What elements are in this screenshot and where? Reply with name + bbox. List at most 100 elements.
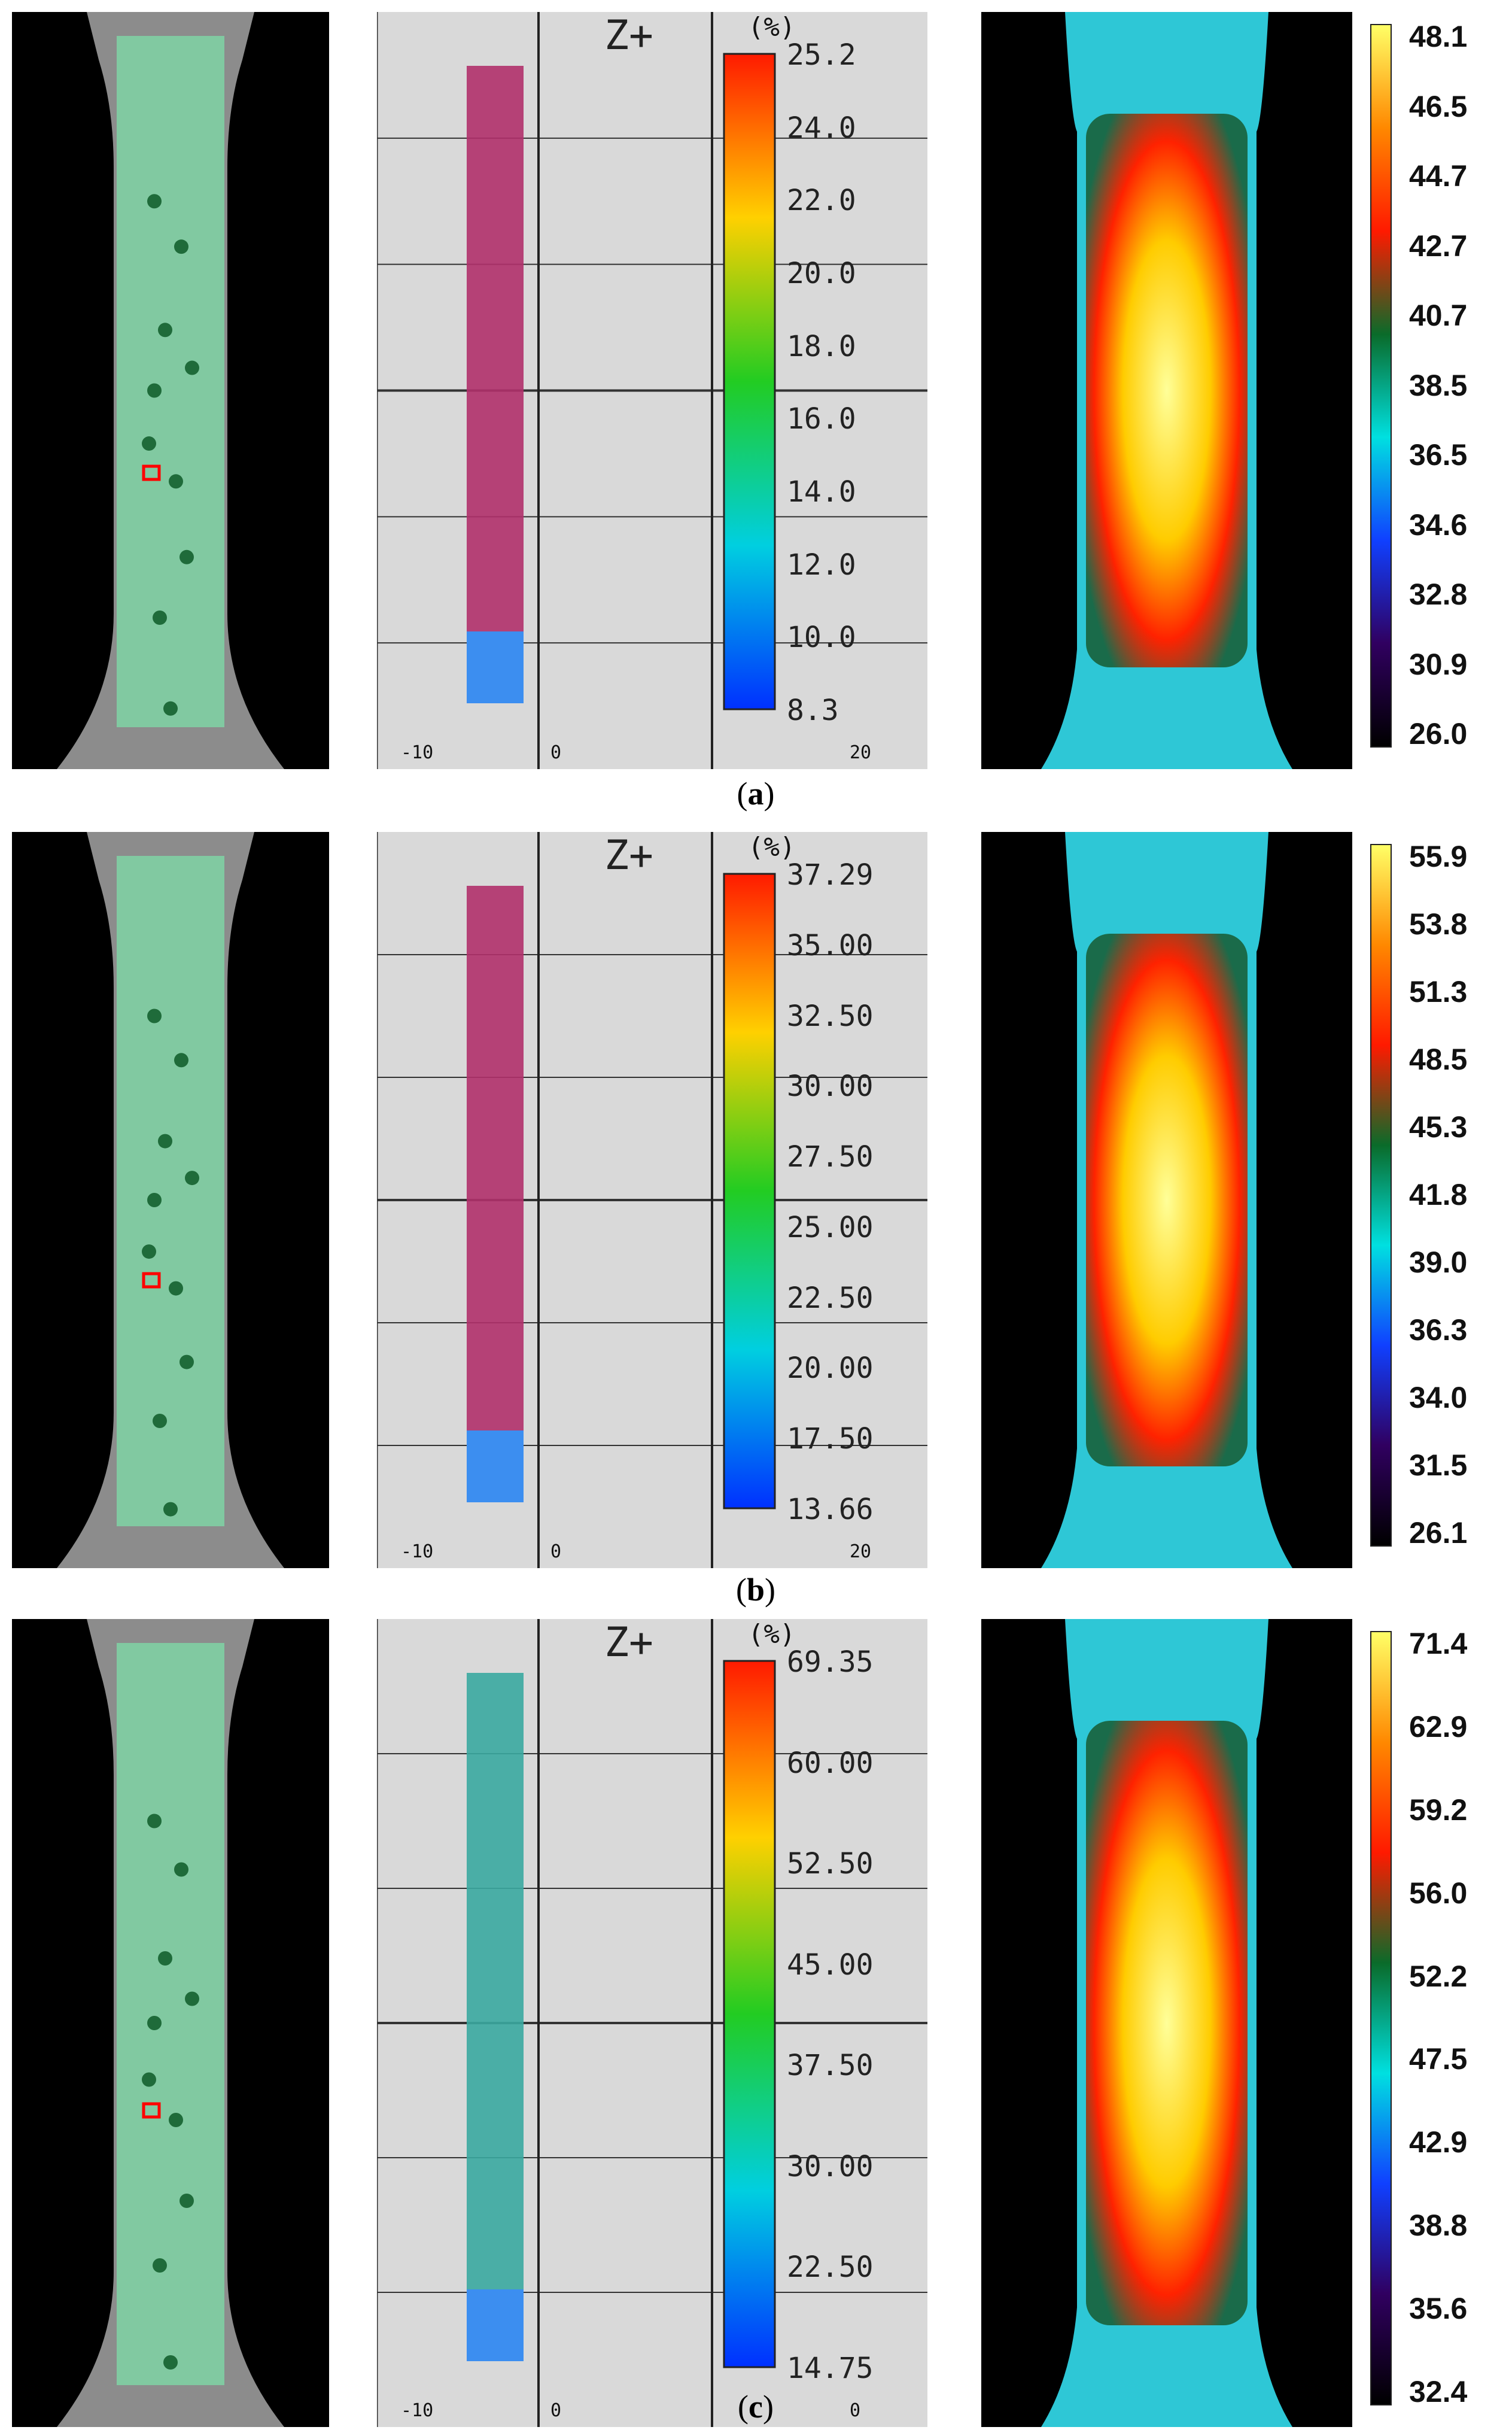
thermal-colorbar-tick: 48.5	[1409, 1043, 1468, 1076]
dic-colorbar-tick: 37.29	[787, 858, 874, 892]
thermal-svg	[1041, 832, 1292, 1568]
dic-svg	[377, 832, 927, 1568]
thermal-colorbar-tick: 39.0	[1409, 1246, 1468, 1279]
thermal-colorbar-tick: 71.4	[1409, 1627, 1468, 1660]
thermal-colorbar-tick: 36.5	[1409, 438, 1468, 472]
direction-label: Z+	[604, 832, 653, 879]
thermal-hotspot	[1086, 114, 1248, 667]
thermal-colorbar-tick: 31.5	[1409, 1448, 1468, 1482]
dic-strain-map: Z+ (%) 69.35 60.00 52.50 45.00 37.50 30.00 22.50…	[377, 1619, 927, 2427]
thermal-colorbar-tick: 44.7	[1409, 159, 1468, 193]
speckle-dot	[163, 1502, 178, 1517]
thermal-image	[981, 832, 1352, 1568]
thermal-colorbar-tick: 53.8	[1409, 907, 1468, 941]
thermal-colorbar-tick: 41.8	[1409, 1178, 1468, 1211]
strain-strip-bottom	[467, 1430, 524, 1502]
dic-colorbar-tick: 20.0	[787, 257, 856, 290]
dic-axis-tick: 20	[850, 742, 872, 763]
dic-strain-map: Z+ (%) 25.2 24.0 22.0 20.0 18.0 16.0 14.0 12.0 10.…	[377, 12, 927, 769]
strain-strip-bottom	[467, 631, 524, 703]
dic-colorbar-tick: 22.0	[787, 184, 856, 218]
thermal-svg	[1041, 1619, 1292, 2427]
thermal-hotspot	[1086, 934, 1248, 1466]
speckle-dot	[147, 194, 162, 209]
thermal-colorbar-tick: 59.2	[1409, 1793, 1468, 1827]
thermal-colorbar-tick: 34.6	[1409, 508, 1468, 542]
dic-colorbar-tick: 30.00	[787, 1070, 874, 1104]
thermal-colorbar-tick: 26.0	[1409, 717, 1468, 751]
panel-letter: b	[746, 1572, 765, 1608]
thermal-colorbar	[1370, 844, 1392, 1547]
dic-colorbar	[723, 873, 776, 1509]
thermal-colorbar-tick: 55.9	[1409, 840, 1468, 873]
unit-label: (%)	[748, 832, 796, 862]
thermal-colorbar	[1370, 24, 1392, 748]
speckle-dot	[185, 1991, 199, 2006]
dic-colorbar-tick: 69.35	[787, 1645, 874, 1679]
red-marker	[142, 464, 161, 481]
speckle-dot	[185, 360, 199, 375]
specimen-green-region	[117, 36, 224, 727]
speckle-dot	[174, 1053, 188, 1068]
strain-strip-bottom	[467, 2289, 524, 2361]
specimen-photo	[12, 1619, 329, 2427]
dic-strain-map: Z+ (%) 37.29 35.00 32.50 30.00 27.50 25.00 22.50…	[377, 832, 927, 1568]
specimen-photo-svg	[57, 12, 284, 769]
dic-colorbar-tick: 30.00	[787, 2149, 874, 2183]
dic-colorbar-tick: 10.0	[787, 621, 856, 655]
thermal-colorbar-tick: 34.0	[1409, 1381, 1468, 1414]
dic-colorbar-tick: 14.0	[787, 475, 856, 509]
thermal-colorbar-tick: 32.4	[1409, 2375, 1468, 2408]
speckle-dot	[163, 701, 178, 716]
direction-label: Z+	[604, 12, 653, 59]
dic-colorbar-tick: 32.50	[787, 999, 874, 1033]
dic-svg	[377, 12, 927, 769]
dic-colorbar-tick: 25.00	[787, 1210, 874, 1244]
dic-colorbar	[723, 53, 776, 710]
dic-svg	[377, 1619, 927, 2427]
speckle-dot	[158, 1951, 172, 1966]
speckle-dot	[147, 1193, 162, 1207]
speckle-dot	[180, 549, 194, 564]
thermal-colorbar-tick: 26.1	[1409, 1516, 1468, 1550]
speckle-dot	[185, 1171, 199, 1186]
thermal-svg	[1041, 12, 1292, 769]
thermal-colorbar-tick: 48.1	[1409, 20, 1468, 53]
dic-axis-tick: 0	[550, 742, 562, 763]
thermal-colorbar-tick: 35.6	[1409, 2292, 1468, 2326]
speckle-dot	[169, 474, 183, 489]
dic-axis-tick: -10	[401, 2400, 434, 2421]
panel-caption: (c)	[738, 2389, 774, 2425]
dic-axis-tick: -10	[401, 1541, 434, 1562]
speckle-dot	[142, 2072, 156, 2087]
thermal-hotspot	[1086, 1721, 1248, 2325]
specimen-photo	[12, 832, 329, 1568]
strain-strip	[467, 1673, 524, 2289]
thermal-colorbar-tick: 36.3	[1409, 1313, 1468, 1347]
thermal-colorbar-tick: 32.8	[1409, 578, 1468, 611]
speckle-dot	[153, 1414, 167, 1428]
speckle-dot	[142, 436, 156, 451]
thermal-colorbar-tick: 46.5	[1409, 89, 1468, 123]
panel-caption: (a)	[737, 776, 775, 812]
dic-colorbar-tick: 20.00	[787, 1351, 874, 1386]
unit-label: (%)	[748, 1619, 796, 1650]
specimen-photo	[12, 12, 329, 769]
speckle-dot	[158, 1134, 172, 1149]
thermal-colorbar-tick: 56.0	[1409, 1876, 1468, 1910]
speckle-dot	[180, 1354, 194, 1369]
specimen-green-region	[117, 856, 224, 1526]
dic-colorbar-tick: 13.66	[787, 1493, 874, 1526]
dic-colorbar-tick: 22.50	[787, 2250, 874, 2285]
dic-colorbar-tick: 52.50	[787, 1847, 874, 1881]
speckle-dot	[158, 323, 172, 338]
speckle-dot	[169, 2113, 183, 2127]
thermal-colorbar-tick: 30.9	[1409, 647, 1468, 681]
thermal-colorbar-tick: 52.2	[1409, 1959, 1468, 1993]
dic-axis-tick: -10	[401, 742, 434, 763]
thermal-colorbar-tick: 47.5	[1409, 2042, 1468, 2076]
specimen-photo-svg	[57, 1619, 284, 2427]
specimen-photo-svg	[57, 832, 284, 1568]
red-marker	[142, 1272, 161, 1289]
dic-colorbar-tick: 24.0	[787, 111, 856, 145]
